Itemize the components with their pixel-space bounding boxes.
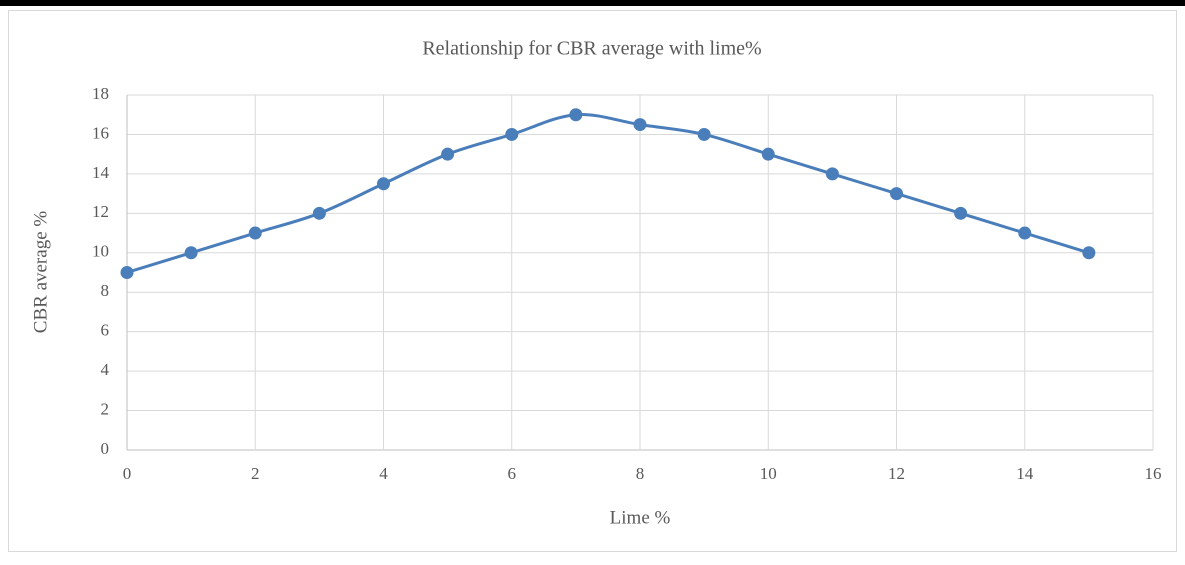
y-tick-label: 12: [92, 202, 109, 221]
top-border: [0, 0, 1185, 6]
y-tick-label: 14: [92, 163, 110, 182]
x-axis-title: Lime %: [610, 507, 671, 528]
series-line: [126, 113, 1090, 274]
marker: [505, 127, 519, 141]
x-tick-label: 10: [760, 464, 777, 483]
x-tick-label: 2: [251, 464, 260, 483]
marker: [569, 108, 583, 122]
y-axis-title: CBR average %: [30, 211, 51, 334]
x-tick-label: 12: [888, 464, 905, 483]
marker: [954, 206, 968, 220]
chart-frame: [8, 10, 1177, 552]
marker: [248, 226, 262, 240]
marker: [441, 147, 455, 161]
marker: [184, 246, 198, 260]
x-tick-label: 8: [636, 464, 645, 483]
x-tick-label: 0: [123, 464, 132, 483]
marker: [697, 127, 711, 141]
y-tick-label: 2: [101, 399, 110, 418]
marker: [1082, 246, 1096, 260]
y-tick-label: 16: [92, 123, 109, 142]
y-tick-label: 0: [101, 439, 110, 458]
marker: [312, 206, 326, 220]
x-tick-label: 4: [379, 464, 388, 483]
y-tick-label: 4: [101, 360, 110, 379]
x-tick-label: 14: [1016, 464, 1034, 483]
marker: [761, 147, 775, 161]
y-tick-label: 8: [101, 281, 110, 300]
y-tick-label: 18: [92, 84, 109, 103]
marker: [633, 118, 647, 132]
marker: [890, 187, 903, 201]
y-tick-label: 6: [101, 321, 110, 340]
marker: [120, 266, 134, 279]
chart-title: Relationship for CBR average with lime%: [422, 38, 761, 60]
x-tick-label: 16: [1145, 464, 1162, 483]
marker: [825, 167, 839, 181]
x-tick-label: 6: [508, 464, 517, 483]
marker: [1018, 226, 1032, 240]
y-tick-label: 10: [92, 242, 109, 261]
marker: [377, 177, 390, 191]
